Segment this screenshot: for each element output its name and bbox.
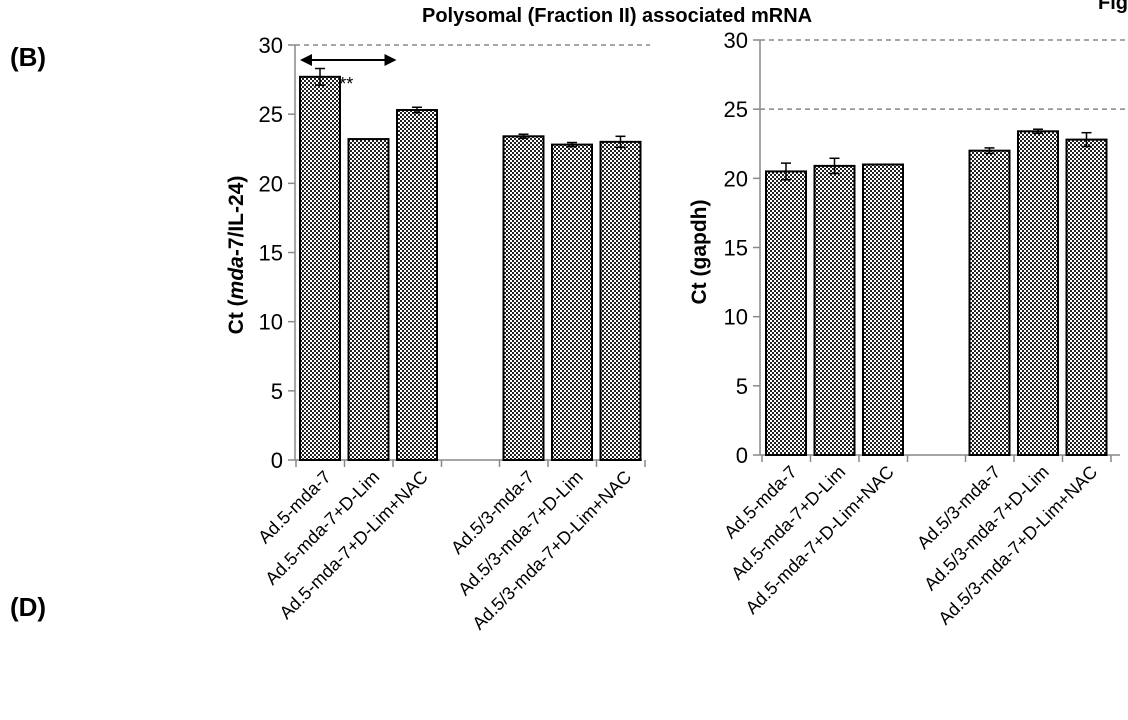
bar bbox=[299, 75, 341, 461]
y-tick-label: 0 bbox=[736, 443, 748, 468]
arrow-head-left bbox=[300, 54, 312, 66]
y-axis-label: Ct (gapdh) bbox=[688, 200, 711, 305]
y-tick-label: 25 bbox=[724, 97, 748, 122]
bar bbox=[599, 140, 642, 461]
significance-label: ** bbox=[339, 74, 353, 94]
y-tick-label: 15 bbox=[259, 241, 283, 266]
bar bbox=[1065, 138, 1108, 456]
y-tick-label: 20 bbox=[724, 166, 748, 191]
x-tick-label: Ad.5/3-mda-7 bbox=[913, 462, 1004, 553]
y-tick-label: 0 bbox=[271, 448, 283, 473]
bar bbox=[347, 138, 390, 461]
y-axis-label: Ct (mda-7/IL-24) bbox=[225, 176, 248, 335]
y-tick-label: 5 bbox=[271, 379, 283, 404]
panel-label-d: (D) bbox=[10, 592, 47, 622]
chart-title: Polysomal (Fraction II) associated mRNA bbox=[422, 5, 813, 27]
panel-label-b: (B) bbox=[10, 42, 47, 72]
bar bbox=[396, 109, 438, 462]
y-tick-label: 20 bbox=[259, 171, 283, 196]
y-tick-label: 5 bbox=[736, 374, 748, 399]
y-tick-label: 10 bbox=[724, 305, 748, 330]
bar bbox=[551, 143, 593, 461]
y-tick-label: 15 bbox=[724, 236, 748, 261]
x-tick-label: Ad.5/3-mda-7 bbox=[447, 467, 538, 558]
bar bbox=[813, 164, 856, 456]
arrow-head-right bbox=[384, 54, 397, 66]
bar bbox=[502, 135, 545, 462]
bar bbox=[862, 163, 904, 456]
y-tick-label: 25 bbox=[259, 102, 283, 127]
bar bbox=[968, 149, 1011, 457]
y-tick-label: 30 bbox=[724, 28, 748, 53]
y-tick-label: 30 bbox=[259, 33, 283, 58]
y-tick-label: 10 bbox=[259, 310, 283, 335]
bar bbox=[1017, 130, 1059, 457]
bar bbox=[765, 170, 807, 457]
corner-text: Fig bbox=[1098, 0, 1128, 14]
